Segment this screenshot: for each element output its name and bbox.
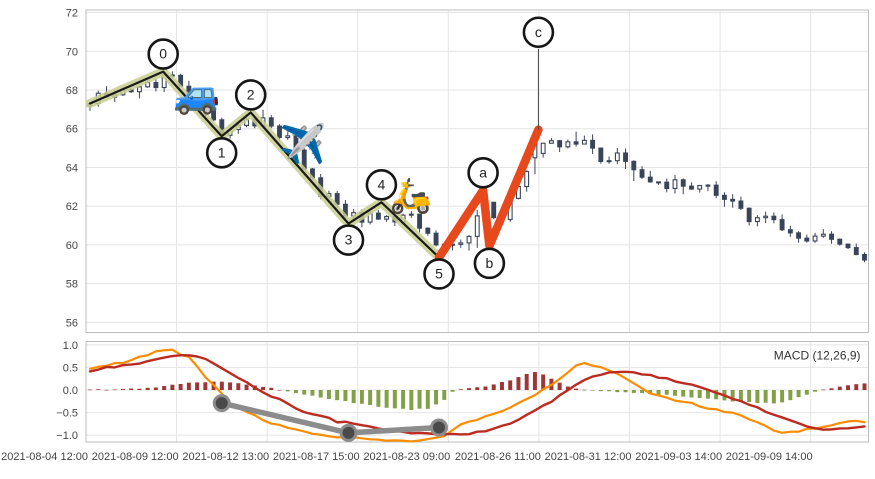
svg-text:2021-08-31 12:00: 2021-08-31 12:00 (545, 451, 632, 463)
svg-text:c: c (535, 24, 542, 40)
svg-text:MACD (12,26,9): MACD (12,26,9) (774, 349, 861, 363)
svg-text:🚙: 🚙 (173, 74, 220, 117)
svg-text:64: 64 (66, 162, 78, 174)
svg-text:66: 66 (66, 124, 78, 136)
svg-text:2021-08-17 15:00: 2021-08-17 15:00 (273, 451, 360, 463)
svg-text:1: 1 (218, 144, 226, 160)
svg-text:−0.5: −0.5 (56, 408, 78, 420)
svg-text:2021-09-03 14:00: 2021-09-03 14:00 (635, 451, 722, 463)
svg-text:2021-08-26 11:00: 2021-08-26 11:00 (455, 451, 541, 463)
svg-text:60: 60 (66, 240, 78, 252)
svg-text:−1.0: −1.0 (56, 430, 78, 442)
svg-text:1.0: 1.0 (63, 340, 78, 352)
svg-text:56: 56 (66, 317, 78, 329)
svg-text:4: 4 (378, 176, 386, 192)
svg-text:58: 58 (66, 279, 78, 291)
svg-text:2021-08-23 09:00: 2021-08-23 09:00 (363, 451, 450, 463)
svg-text:2: 2 (247, 86, 255, 102)
svg-text:2021-09-09 14:00: 2021-09-09 14:00 (726, 451, 813, 463)
svg-text:0.0: 0.0 (63, 385, 78, 397)
svg-text:0.5: 0.5 (63, 362, 78, 374)
svg-text:2021-08-04 12:00: 2021-08-04 12:00 (1, 451, 88, 463)
svg-text:a: a (479, 164, 487, 180)
svg-text:b: b (486, 255, 494, 271)
svg-text:2021-08-12 13:00: 2021-08-12 13:00 (182, 451, 269, 463)
svg-text:68: 68 (66, 85, 78, 97)
svg-text:62: 62 (66, 201, 78, 213)
svg-text:70: 70 (66, 46, 78, 58)
svg-text:✈️: ✈️ (279, 121, 326, 166)
svg-text:72: 72 (66, 8, 78, 20)
svg-text:0: 0 (159, 46, 167, 62)
svg-text:5: 5 (435, 265, 443, 281)
svg-text:3: 3 (345, 232, 353, 248)
svg-text:2021-08-09 12:00: 2021-08-09 12:00 (92, 451, 179, 463)
